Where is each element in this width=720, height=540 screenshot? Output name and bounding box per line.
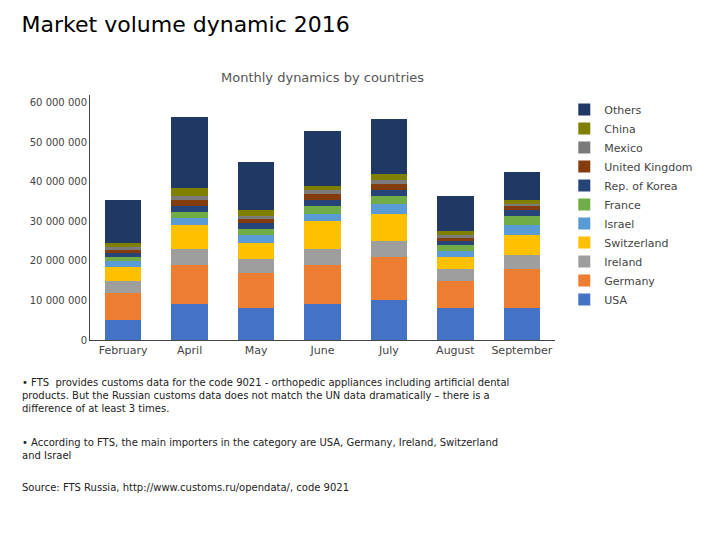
svg-text:10 000 000: 10 000 000 [30, 295, 87, 306]
svg-text:Market volume dynamic 2016: Market volume dynamic 2016 [22, 12, 350, 37]
svg-text:June: June [310, 344, 335, 357]
svg-text:February: February [99, 344, 148, 357]
svg-text:August: August [436, 344, 475, 357]
svg-text:July: July [378, 344, 399, 357]
svg-text:Rep. of Korea: Rep. of Korea [604, 180, 677, 193]
svg-text:May: May [245, 344, 268, 357]
svg-text:40 000 000: 40 000 000 [30, 176, 87, 187]
svg-text:0: 0 [81, 335, 87, 346]
svg-text:April: April [177, 344, 202, 357]
svg-text:50 000 000: 50 000 000 [30, 137, 87, 148]
svg-text:China: China [604, 123, 635, 136]
svg-text:USA: USA [604, 294, 627, 307]
svg-text:• FTS provides customs data f: • FTS provides customs data for the code… [22, 377, 509, 414]
svg-text:Monthly dynamics by countries: Monthly dynamics by countries [221, 70, 424, 85]
svg-text:September: September [491, 344, 552, 357]
svg-text:Ireland: Ireland [604, 256, 642, 269]
svg-text:France: France [604, 199, 641, 212]
svg-text:Germany: Germany [604, 275, 655, 288]
svg-text:Source: FTS Russia, http://www: Source: FTS Russia, http://www.customs.r… [22, 482, 349, 493]
svg-text:30 000 000: 30 000 000 [30, 216, 87, 227]
svg-text:Switzerland: Switzerland [604, 237, 668, 250]
svg-text:Others: Others [604, 104, 641, 117]
svg-text:Israel: Israel [604, 218, 634, 231]
svg-text:60 000 000: 60 000 000 [30, 97, 87, 108]
svg-text:20 000 000: 20 000 000 [30, 255, 87, 266]
svg-text:• According to FTS, the main i: • According to FTS, the main importers i… [22, 437, 498, 461]
svg-text:Mexico: Mexico [604, 142, 643, 155]
svg-text:United Kingdom: United Kingdom [604, 161, 692, 174]
